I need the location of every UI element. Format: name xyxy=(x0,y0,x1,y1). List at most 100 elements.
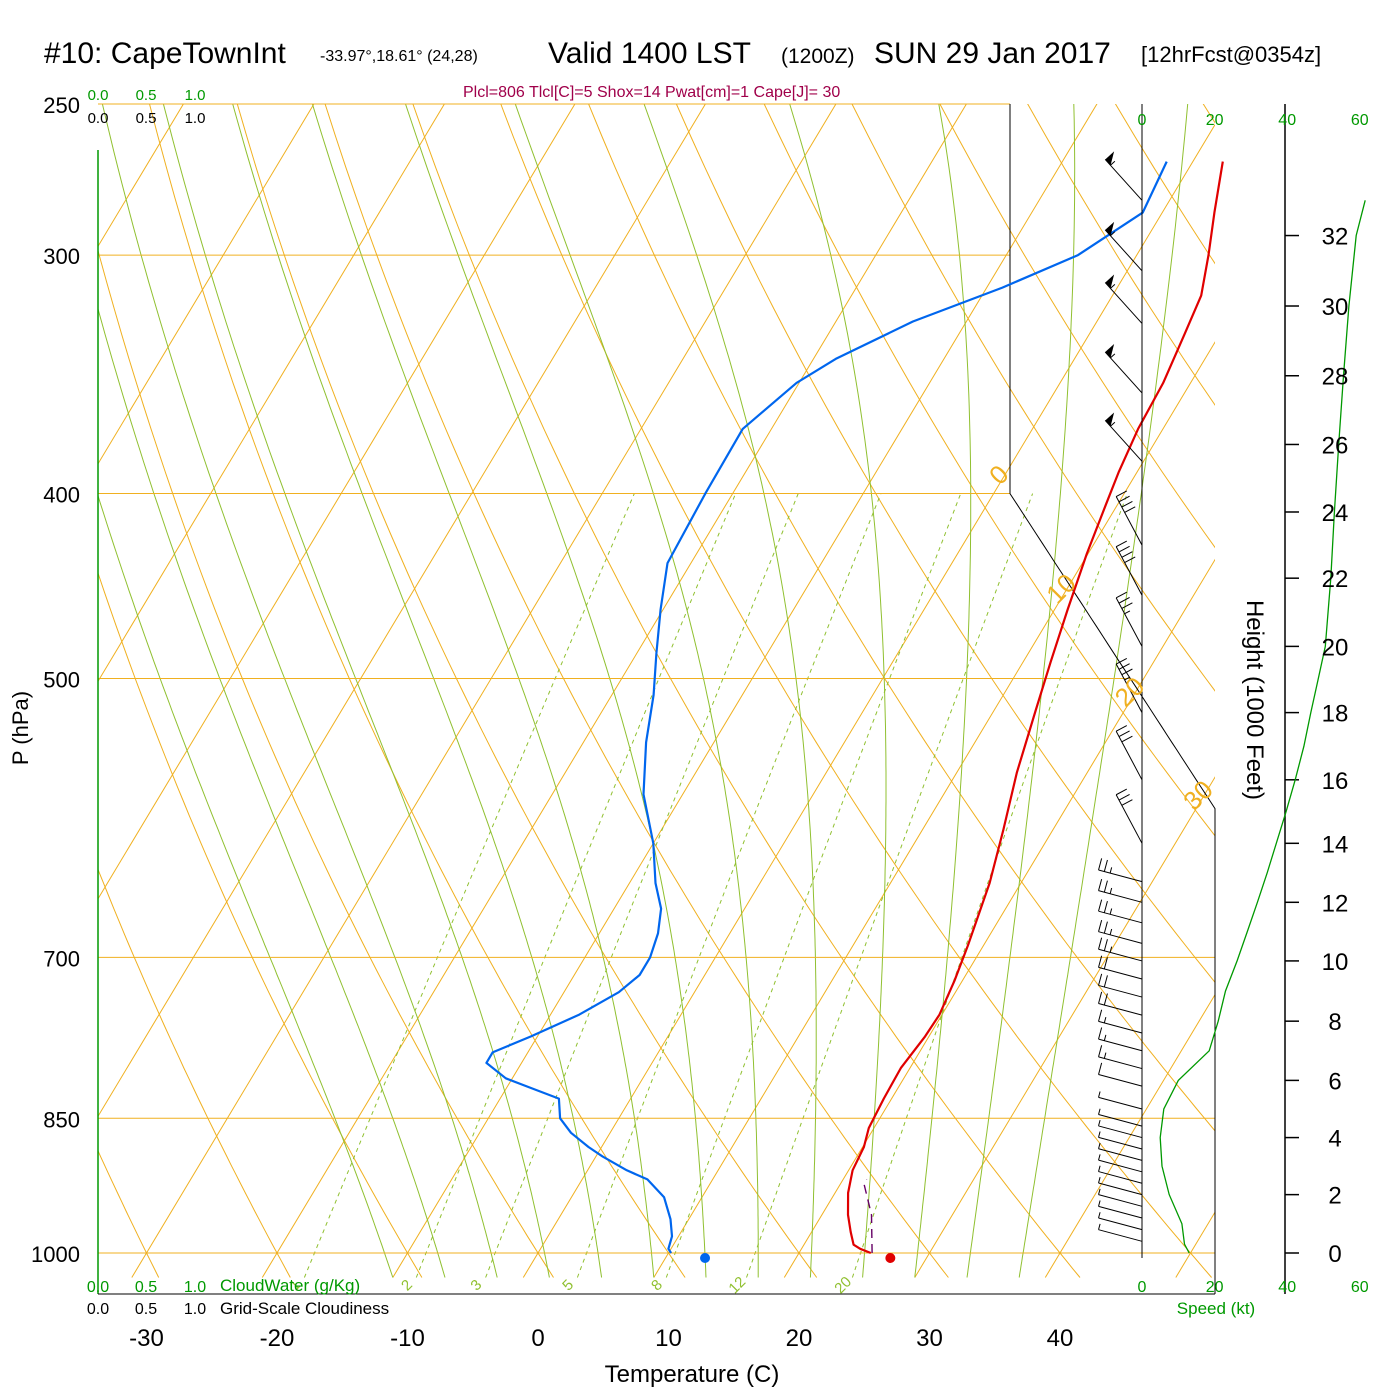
mixing-ratio-label: 3 xyxy=(467,1276,485,1294)
wind-panel xyxy=(1098,104,1366,1294)
wind-barb-staff xyxy=(1098,984,1143,998)
wind-barb-feather xyxy=(1115,540,1128,548)
wind-barb-feather xyxy=(1098,991,1103,1004)
dry-adiabat-line xyxy=(1027,104,1215,406)
isotherm-line xyxy=(98,104,315,465)
wind-barb-half-feather xyxy=(1098,1188,1101,1195)
mixing-ratio-label: 2 xyxy=(398,1276,416,1294)
mixing-ratio-label: 8 xyxy=(648,1276,666,1294)
wind-barb-feather xyxy=(1118,663,1130,670)
wind-barb-half-feather xyxy=(1098,1120,1101,1127)
isotherm-line xyxy=(261,104,967,1278)
pressure-tick-label: 500 xyxy=(43,668,80,693)
mixing-ratio-line xyxy=(851,493,1128,1278)
wind-barb-feather xyxy=(1124,556,1136,564)
cloudiness-bottom-tick: 1.0 xyxy=(184,1301,206,1318)
wind-barb-feather xyxy=(1103,859,1108,872)
cloudiness-bottom-tick: 0.0 xyxy=(87,1301,109,1318)
dry-adiabat-line xyxy=(236,104,818,1278)
wind-barb-feather xyxy=(1103,901,1108,913)
temperature-tick-label: -10 xyxy=(390,1325,425,1352)
wind-speed-top-tick: 60 xyxy=(1351,112,1369,129)
wind-barb-staff xyxy=(1098,931,1143,944)
wind-barb-feather xyxy=(1103,993,1108,1006)
cloudwater-bottom-tick: 0.5 xyxy=(135,1279,157,1296)
wind-barb-staff xyxy=(1098,910,1143,924)
wind-barb-staff xyxy=(1115,731,1143,781)
x-axis-title: Temperature (C) xyxy=(605,1361,780,1388)
mixing-ratio-line xyxy=(576,493,882,1278)
wind-speed-bottom-tick: 20 xyxy=(1206,1279,1224,1296)
zulu-time: (1200Z) xyxy=(781,45,855,68)
wind-barb-feather xyxy=(1098,973,1103,986)
moist-adiabat-line xyxy=(98,494,394,1278)
wind-barb-feather xyxy=(1103,939,1108,951)
dry-adiabat-line xyxy=(763,104,1215,837)
cloudiness-top-tick: 0.0 xyxy=(88,110,109,127)
pressure-tick-label: 700 xyxy=(43,946,80,971)
wind-barb-half-feather xyxy=(1098,1091,1101,1098)
wind-barb-feather xyxy=(1115,490,1128,497)
cloudwater-axis-title: CloudWater (g/Kg) xyxy=(220,1276,360,1295)
dry-adiabat-line xyxy=(675,104,1215,984)
isotherm-line xyxy=(1306,0,1400,1277)
wind-barb-feather xyxy=(1098,937,1103,950)
wind-barb-feather xyxy=(1098,955,1103,968)
wind-barb-staff xyxy=(1098,1020,1143,1034)
wind-barb-half-feather xyxy=(1098,1165,1101,1172)
wind-barb-feather xyxy=(1103,975,1108,988)
mixing-ratio-line xyxy=(665,493,962,1278)
parcel-profile-line xyxy=(863,1179,873,1254)
wind-barb-feather xyxy=(1124,506,1136,513)
wind-barb-half-feather xyxy=(1110,353,1116,359)
wind-barb-half-feather xyxy=(1109,867,1113,874)
height-tick-label: 4 xyxy=(1328,1126,1341,1153)
wind-speed-bottom-tick: 40 xyxy=(1278,1279,1296,1296)
wind-barb-staff xyxy=(1098,1073,1143,1087)
wind-barb-feather xyxy=(1118,597,1130,604)
height-tick-label: 26 xyxy=(1322,432,1349,459)
wind-barb-pennant xyxy=(1105,221,1115,236)
mixing-ratio-line xyxy=(746,493,1034,1278)
wind-barb-half-feather xyxy=(1124,610,1131,615)
height-axis-title: Height (1000 Feet) xyxy=(1241,600,1268,800)
stability-indices: Plcl=806 Tlcl[C]=5 Shox=14 Pwat[cm]=1 Ca… xyxy=(463,84,841,101)
wind-barb-feather xyxy=(1118,545,1130,553)
height-tick-label: 0 xyxy=(1328,1241,1341,1268)
dry-adiabat-line xyxy=(98,248,554,1278)
wind-barb-staff xyxy=(1098,1217,1143,1231)
station-coords: -33.97°,18.61° (24,28) xyxy=(320,48,478,65)
cloudwater-top-tick: 0.5 xyxy=(136,87,157,104)
isotherm-line xyxy=(914,776,1215,1278)
pressure-tick-label: 400 xyxy=(43,483,80,508)
wind-barb-feather xyxy=(1103,921,1108,934)
moist-adiabat-line xyxy=(914,104,972,1278)
wind-barb-staff xyxy=(1104,159,1143,201)
wind-barb-half-feather xyxy=(1109,887,1113,894)
wind-speed-top-tick: 0 xyxy=(1138,112,1147,129)
wind-barb-half-feather xyxy=(1103,1016,1107,1024)
axis-labels: 1 2 3 5 8 12 2025030040050070085010000102030-3… xyxy=(8,87,1369,1388)
wind-barb-staff xyxy=(1115,496,1143,546)
y-axis-title: P (hPa) xyxy=(8,691,33,765)
height-tick-label: 16 xyxy=(1322,768,1349,795)
wind-speed-axis-title: Speed (kt) xyxy=(1177,1299,1255,1318)
wind-barb-feather xyxy=(1098,919,1103,932)
wind-barb-half-feather xyxy=(1098,1154,1101,1161)
cloudiness-top-tick: 1.0 xyxy=(185,110,206,127)
wind-barb-half-feather xyxy=(1110,421,1116,427)
dry-adiabat-lines xyxy=(98,104,1215,1278)
pressure-tick-label: 850 xyxy=(43,1107,80,1132)
height-tick-label: 12 xyxy=(1322,890,1349,917)
pressure-tick-label: 1000 xyxy=(31,1242,80,1267)
dry-adiabat-line xyxy=(98,1149,160,1278)
pressure-tick-label: 300 xyxy=(43,244,80,269)
wind-barb-staff xyxy=(1098,1194,1143,1207)
valid-time: Valid 1400 LST xyxy=(548,37,751,70)
isotherm-line xyxy=(783,558,1215,1278)
cloudiness-bottom-tick: 0.5 xyxy=(135,1301,157,1318)
wind-barb-feather xyxy=(1098,878,1103,891)
wind-barb-half-feather xyxy=(1110,160,1116,166)
wind-barb-staff xyxy=(1098,1003,1143,1016)
station-title: #10: CapeTownInt xyxy=(44,37,286,70)
